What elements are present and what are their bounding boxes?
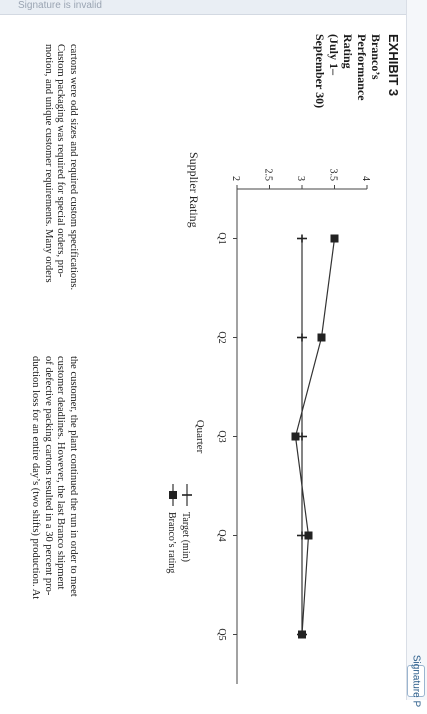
signature-status-text: Signature is invalid	[18, 0, 102, 11]
y-tick-label: 2.5	[263, 169, 274, 182]
rating-point	[330, 234, 339, 243]
rotated-page: EXHIBIT 3 Branco’s Performance Rating (J…	[17, 14, 407, 714]
supplier-rating-chart: 2 2.5 3 3.5 4 Q1 Q2 Q3 Q4 Q5 Quarter Target (min)Br…	[166, 169, 371, 684]
body-line: motion, and unique customer requirements…	[43, 44, 54, 283]
body-line: the customer, the plant continued the ru…	[68, 356, 79, 597]
body-line: Custom packaging was required for specia…	[55, 44, 67, 278]
y-tick-label: 2	[230, 176, 241, 181]
rating-point	[317, 333, 326, 342]
body-line: cartons were odd sizes and required cust…	[68, 44, 79, 291]
signature-button[interactable]: Signature P	[407, 655, 425, 707]
x-tick-label: Q4	[216, 529, 227, 541]
body-line: of defective packing cartons resulted in…	[43, 356, 54, 596]
y-tick-label: 3.5	[328, 169, 339, 182]
x-tick-label: Q1	[216, 232, 227, 244]
top-bar: Signature is invalid	[0, 0, 427, 15]
right-toolbar: Signature P	[406, 0, 427, 707]
y-tick-label: 4	[360, 176, 371, 181]
rating-point	[298, 630, 306, 639]
x-tick-label: Q5	[216, 628, 227, 640]
body-line: customer deadlines. However, the last Br…	[55, 356, 67, 590]
legend-marker	[169, 491, 177, 499]
x-tick-label: Q2	[216, 331, 227, 343]
x-tick-label: Q3	[216, 430, 227, 442]
legend-label: Branco’s rating	[166, 512, 177, 573]
x-axis-label: Quarter	[194, 420, 206, 454]
rating-point	[291, 432, 300, 441]
body-line: duction loss for an entire day’s (two sh…	[30, 356, 42, 600]
body-column-left: cartons were odd sizes and required cust…	[42, 44, 79, 344]
rating-point	[304, 531, 313, 540]
y-tick-label: 3	[295, 176, 306, 181]
signature-button-label: Signature P	[410, 654, 422, 708]
body-column-right: the customer, the plant continued the ru…	[29, 356, 80, 656]
legend-label: Target (min)	[180, 512, 191, 562]
